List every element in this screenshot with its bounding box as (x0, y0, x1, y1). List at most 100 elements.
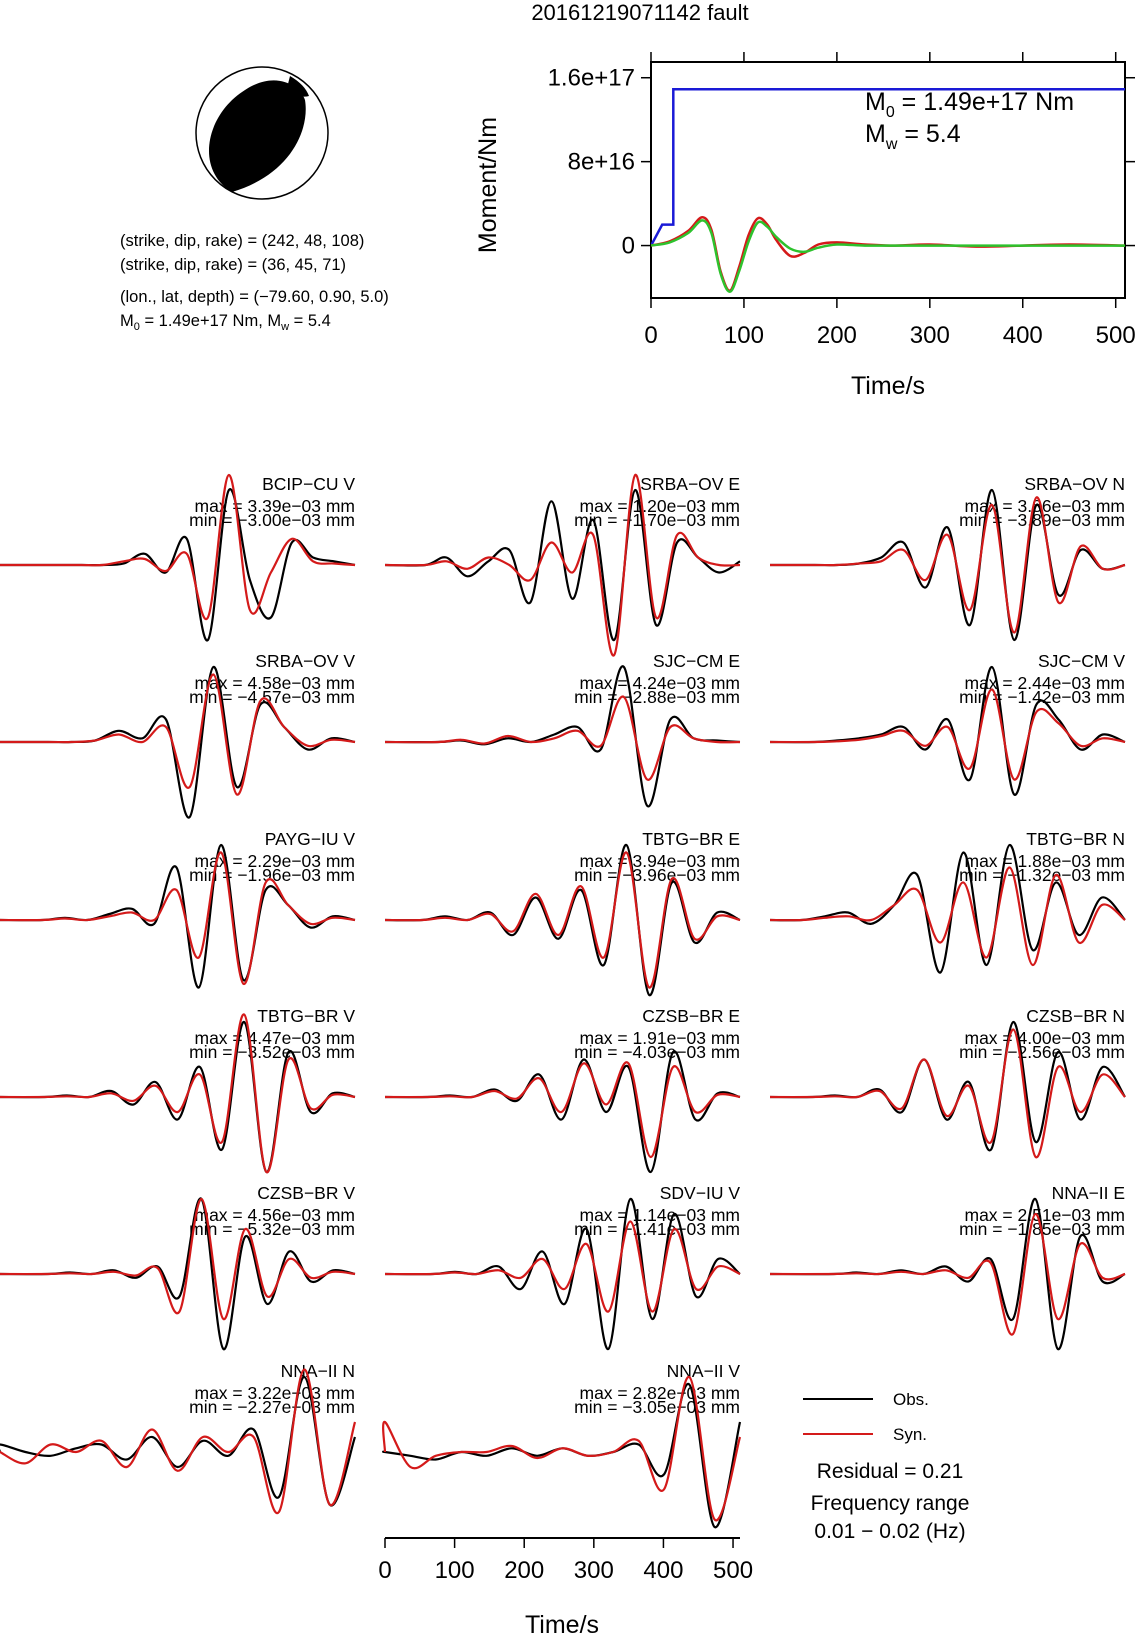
obs-trace (769, 843, 1126, 974)
moment-ylabel: Moment/Nm (474, 117, 502, 253)
obs-trace (384, 488, 741, 642)
moment-plot: Moment/Nm Time/s M0 = 1.49e+17 Nm Mw = 5… (474, 52, 1136, 400)
panel-max-label: max = 4.00e−03 mm (965, 1028, 1126, 1048)
waveform-xtick-label: 400 (643, 1557, 683, 1584)
waveform-time-axis: Time/s 0 100 200 300 400 500 (378, 1537, 753, 1636)
moment-series-2 (651, 219, 1125, 293)
residual-text: Residual = 0.21 (817, 1460, 964, 1483)
legend-syn-label: Syn. (893, 1425, 927, 1444)
moment-xtick-label: 100 (724, 322, 764, 349)
syn-trace (769, 688, 1126, 781)
syn-trace (0, 851, 356, 985)
moment-xtick-label: 300 (910, 322, 950, 349)
syn-trace (384, 473, 741, 657)
panel-max-label: max = 3.22e−03 mm (195, 1383, 356, 1403)
panel-max-label: max = 4.56e−03 mm (195, 1205, 356, 1225)
syn-trace (0, 473, 356, 621)
panel-max-label: max = 1.20e−03 mm (580, 496, 741, 516)
panel-min-label: min = −2.88e−03 mm (574, 687, 740, 707)
waveform-xlabel: Time/s (525, 1611, 599, 1636)
obs-trace (769, 665, 1126, 796)
moment-xtick-label: 500 (1096, 322, 1136, 349)
panel-min-label: min = −3.05e−03 mm (574, 1397, 740, 1417)
syn-trace (384, 851, 741, 989)
moment-xtick-label: 0 (644, 322, 657, 349)
panel-max-label: max = 2.51e−03 mm (965, 1205, 1126, 1225)
panel-max-label: max = 3.86e−03 mm (965, 496, 1126, 516)
panel-min-label: min = −1.96e−03 mm (189, 865, 355, 885)
frequency-label: Frequency range (811, 1492, 970, 1515)
panel-station-label: BCIP−CU V (262, 474, 355, 494)
panel-station-label: CZSB−BR N (1026, 1006, 1125, 1026)
moment-xtick-label: 200 (817, 322, 857, 349)
panel-max-label: max = 4.58e−03 mm (195, 673, 356, 693)
syn-trace (769, 1028, 1126, 1159)
syn-trace (0, 1197, 356, 1321)
panel-max-label: max = 2.44e−03 mm (965, 673, 1126, 693)
waveform-xtick-label: 200 (504, 1557, 544, 1584)
frequency-value: 0.01 − 0.02 (Hz) (814, 1520, 965, 1543)
panel-station-label: CZSB−BR E (642, 1006, 740, 1026)
panel-min-label: min = −2.27e−03 mm (189, 1397, 355, 1417)
moment-axes: 0 8e+16 1.6e+17 0 100 200 300 400 500 (548, 52, 1136, 349)
moment-ytick-label: 1.6e+17 (548, 65, 635, 92)
syn-trace (769, 496, 1126, 634)
waveform-xtick-label: 100 (435, 1557, 475, 1584)
panel-station-label: SRBA−OV N (1024, 474, 1125, 494)
panel-min-label: min = −3.52e−03 mm (189, 1042, 355, 1062)
waveform-xtick-label: 0 (378, 1557, 391, 1584)
mechanism-line-1: (strike, dip, rake) = (242, 48, 108) (120, 232, 364, 250)
moment-series-0 (651, 88, 1125, 247)
panel-station-label: NNA−II N (281, 1361, 355, 1381)
panel-station-label: PAYG−IU V (265, 829, 356, 849)
moment-ytick-label: 8e+16 (568, 149, 635, 176)
panel-min-label: min = −1.32e−03 mm (959, 865, 1125, 885)
beachball (195, 66, 329, 200)
panel-max-label: max = 1.14e−03 mm (580, 1205, 741, 1225)
panel-min-label: min = −4.57e−03 mm (189, 687, 355, 707)
moment-plot-frame (650, 61, 1126, 299)
mechanism-line-3: (lon., lat, depth) = (−79.60, 0.90, 5.0) (120, 288, 389, 306)
waveform-xtick-label: 500 (713, 1557, 753, 1584)
panel-station-label: NNA−II V (667, 1361, 741, 1381)
syn-trace (384, 1220, 741, 1313)
panel-max-label: max = 4.24e−03 mm (580, 673, 741, 693)
moment-xtick-label: 400 (1003, 322, 1043, 349)
panel-max-label: max = 2.82e−03 mm (580, 1383, 741, 1403)
moment-mw-text: Mw = 5.4 (865, 120, 961, 153)
panel-station-label: CZSB−BR V (257, 1183, 355, 1203)
panel-station-label: SJC−CM E (653, 651, 740, 671)
mechanism-info: (strike, dip, rake) = (242, 48, 108) (st… (120, 232, 389, 333)
moment-m0-text: M0 = 1.49e+17 Nm (865, 88, 1074, 121)
mechanism-line-4: M0 = 1.49e+17 Nm, Mw = 5.4 (120, 312, 331, 333)
panel-max-label: max = 4.47e−03 mm (195, 1028, 356, 1048)
syn-trace (384, 1061, 741, 1159)
moment-ytick-label: 0 (622, 233, 635, 260)
panel-station-label: TBTG−BR N (1026, 829, 1125, 849)
syn-trace (382, 1375, 742, 1522)
panel-min-label: min = −1.70e−03 mm (574, 510, 740, 530)
panel-min-label: min = −2.56e−03 mm (959, 1042, 1125, 1062)
panel-station-label: TBTG−BR E (642, 829, 740, 849)
panel-station-label: SDV−IU V (660, 1183, 741, 1203)
legend: Obs. Syn. Residual = 0.21 Frequency rang… (803, 1390, 969, 1543)
figure-title: 20161219071142 fault (531, 0, 748, 25)
panel-min-label: min = −4.03e−03 mm (574, 1042, 740, 1062)
mechanism-line-2: (strike, dip, rake) = (36, 45, 71) (120, 256, 346, 274)
moment-series (651, 88, 1125, 293)
syn-trace (384, 695, 741, 781)
